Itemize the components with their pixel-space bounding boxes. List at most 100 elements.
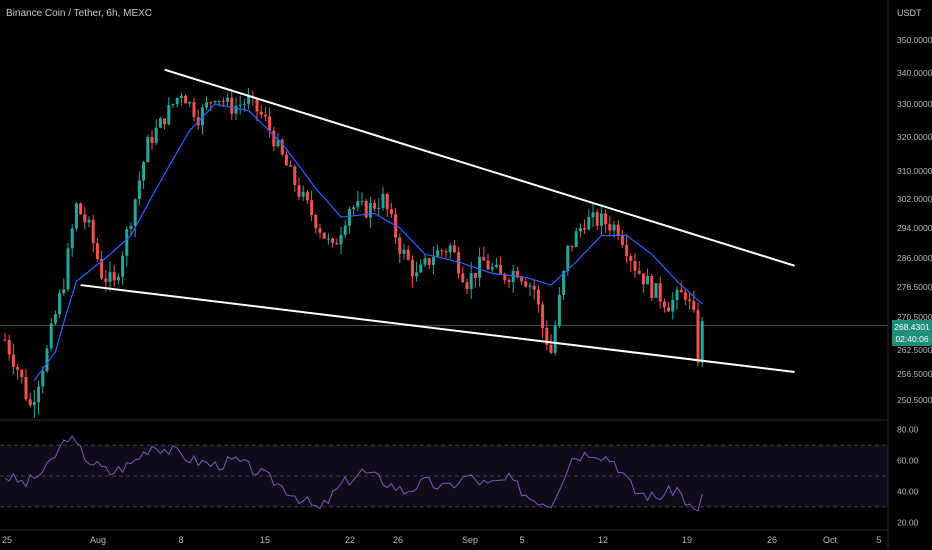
- candle-body: [7, 339, 11, 355]
- candle-body: [482, 257, 486, 261]
- candle-body: [11, 354, 15, 368]
- candle-body: [125, 229, 129, 256]
- last-price: 268.4301: [894, 322, 930, 332]
- candle-body: [368, 203, 372, 218]
- candle-body: [473, 273, 477, 278]
- candle-body: [377, 207, 381, 209]
- candle-body: [41, 371, 45, 387]
- candle-body: [133, 199, 137, 227]
- candle-body: [591, 212, 595, 218]
- candle-body: [587, 217, 591, 230]
- candle-body: [461, 273, 465, 283]
- x-tick-label: 8: [178, 535, 183, 545]
- rsi-y-tick-label: 20.00: [897, 517, 919, 527]
- candle-body: [478, 257, 482, 278]
- candle-body: [352, 207, 356, 210]
- candle-body: [322, 232, 326, 239]
- y-tick-label: 350.0000: [897, 35, 932, 45]
- candle-body: [620, 235, 624, 246]
- candle-body: [415, 272, 419, 277]
- candle-body: [457, 252, 461, 274]
- candle-body: [700, 321, 704, 363]
- moving-average-line: [33, 103, 703, 381]
- x-tick-label: 5: [519, 535, 524, 545]
- candle-body: [238, 104, 242, 106]
- candle-body: [675, 289, 679, 300]
- candle-body: [268, 116, 272, 131]
- x-tick-label: 26: [393, 535, 403, 545]
- candle-body: [331, 238, 335, 243]
- y-tick-label: 302.0000: [897, 194, 932, 204]
- candle-body: [305, 191, 309, 201]
- candle-body: [402, 249, 406, 254]
- candle-body: [373, 203, 377, 209]
- candle-body: [150, 137, 154, 143]
- candle-body: [410, 259, 414, 277]
- candle-body: [654, 283, 658, 298]
- candle-body: [608, 224, 612, 231]
- candle-body: [263, 114, 267, 117]
- candle-body: [20, 369, 24, 378]
- candle-body: [553, 325, 557, 353]
- candle-body: [104, 278, 108, 282]
- candle-body: [116, 276, 120, 281]
- candle-body: [310, 200, 314, 216]
- y-tick-label: 330.0000: [897, 99, 932, 109]
- candle-body: [293, 166, 297, 186]
- candle-body: [217, 100, 221, 102]
- candle-body: [520, 277, 524, 282]
- candle-body: [364, 200, 368, 218]
- candle-body: [541, 304, 545, 329]
- candle-body: [234, 105, 238, 114]
- candle-body: [192, 102, 196, 118]
- candle-body: [646, 276, 650, 285]
- candle-body: [87, 219, 91, 223]
- candle-body: [3, 339, 7, 341]
- candle-body: [24, 377, 28, 400]
- candle-body: [595, 212, 599, 226]
- candle-body: [297, 185, 301, 197]
- candle-body: [167, 105, 171, 125]
- candle-body: [616, 224, 620, 236]
- candle-body: [188, 102, 192, 104]
- candle-body: [49, 323, 53, 349]
- x-tick-label: Aug: [90, 535, 106, 545]
- x-tick-label: 15: [260, 535, 270, 545]
- candle-body: [465, 282, 469, 290]
- lower-trendline: [80, 284, 795, 373]
- y-tick-label: 262.5000: [897, 345, 932, 355]
- candle-body: [562, 270, 566, 295]
- candle-body: [671, 299, 675, 312]
- candle-body: [318, 228, 322, 233]
- last-price-badge: 268.4301 02:40:06: [892, 320, 932, 346]
- candle-body: [641, 273, 645, 285]
- rsi-panel: [0, 434, 888, 512]
- candle-body: [100, 258, 104, 279]
- candle-body: [490, 267, 494, 270]
- candle-body: [604, 213, 608, 225]
- candle-body: [339, 234, 343, 245]
- candle-body: [469, 273, 473, 290]
- candle-body: [95, 243, 99, 259]
- candle-body: [129, 226, 133, 230]
- y-tick-label: 294.0000: [897, 223, 932, 233]
- candle-body: [650, 276, 654, 298]
- candle-body: [499, 264, 503, 274]
- candle-body: [507, 280, 511, 283]
- y-tick-label: 340.0000: [897, 68, 932, 78]
- candle-body: [578, 228, 582, 232]
- candle-body: [45, 348, 49, 372]
- candle-body: [226, 97, 230, 102]
- candle-body: [583, 228, 587, 230]
- candle-body: [356, 201, 360, 208]
- rsi-line: [4, 434, 703, 512]
- candle-body: [335, 242, 339, 245]
- candle-body: [570, 245, 574, 248]
- candle-body: [343, 225, 347, 235]
- candle-body: [276, 139, 280, 147]
- candle-body: [301, 191, 305, 197]
- candle-body: [28, 399, 32, 406]
- candle-body: [398, 237, 402, 254]
